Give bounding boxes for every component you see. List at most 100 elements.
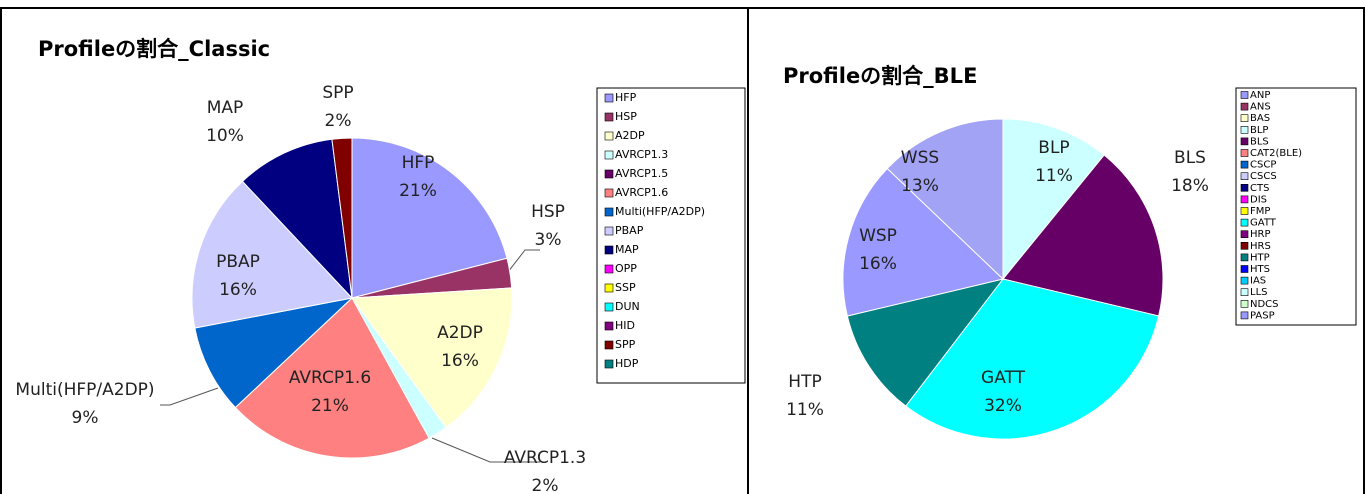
legend-label: NDCS <box>1250 299 1279 310</box>
legend-label: DIS <box>1250 194 1267 205</box>
legend-label: BAS <box>1250 113 1270 124</box>
slice-label: SPP <box>322 83 353 103</box>
legend-label: GATT <box>1250 218 1277 229</box>
legend-label: Multi(HFP/A2DP) <box>615 205 705 218</box>
pie-slice <box>331 137 353 299</box>
slice-value-label: 2% <box>325 111 352 131</box>
pie-slice <box>234 297 430 459</box>
slice-label: Multi(HFP/A2DP) <box>15 380 154 400</box>
legend-swatch <box>604 112 614 122</box>
slice-label: AVRCP1.6 <box>289 368 371 388</box>
pie-slice <box>886 118 1004 281</box>
legend-swatch <box>1240 160 1249 169</box>
legend-swatch <box>1240 195 1249 204</box>
slice-label: GATT <box>981 368 1026 388</box>
legend-label: HSP <box>615 110 637 123</box>
slice-label: HFP <box>402 153 435 173</box>
pie-slice <box>194 297 354 409</box>
legend-label: A2DP <box>615 129 645 142</box>
legend-swatch <box>604 321 614 331</box>
pie-slice <box>241 138 353 300</box>
slice-label: MAP <box>207 98 244 118</box>
legend-swatch <box>604 283 614 293</box>
legend-swatch <box>1240 218 1249 227</box>
legend-label: AVRCP1.6 <box>615 186 668 199</box>
slice-value-label: 21% <box>399 181 437 201</box>
slice-value-label: 9% <box>72 408 99 428</box>
legend-swatch <box>604 93 614 103</box>
legend-label: ANS <box>1250 102 1271 113</box>
slice-label: PBAP <box>216 252 260 272</box>
legend-swatch <box>1240 288 1249 297</box>
slice-label: BLP <box>1038 138 1069 158</box>
legend-label: AVRCP1.5 <box>615 167 668 180</box>
legend-label: HRP <box>1250 229 1271 240</box>
slice-value-label: 3% <box>535 230 562 250</box>
legend-swatch <box>604 131 614 141</box>
legend-swatch <box>1240 102 1249 111</box>
slice-label: A2DP <box>437 323 483 343</box>
slice-value-label: 2% <box>532 476 559 494</box>
slice-label: WSP <box>859 226 897 246</box>
slice-value-label: 16% <box>441 351 479 371</box>
legend-label: AVRCP1.3 <box>615 148 668 161</box>
legend-label: FMP <box>1250 206 1270 217</box>
slice-value-label: 16% <box>859 254 897 274</box>
slice-value-label: 11% <box>1035 166 1073 186</box>
pie-slice <box>846 278 1005 407</box>
legend-swatch <box>1240 91 1249 99</box>
legend-swatch <box>604 302 614 312</box>
legend-box <box>1235 87 1357 326</box>
legend-swatch <box>604 150 614 160</box>
slice-value-label: 13% <box>901 176 939 196</box>
legend-swatch <box>1240 311 1249 320</box>
legend-label: DUN <box>615 300 640 313</box>
legend-box <box>596 87 746 384</box>
legend-swatch <box>1240 149 1249 157</box>
legend-swatch <box>1240 276 1249 285</box>
legend-label: ANP <box>1250 90 1270 101</box>
legend-label: PBAP <box>615 224 644 237</box>
pie-slice <box>1002 154 1164 317</box>
slice-value-label: 21% <box>311 396 349 416</box>
pie-slice <box>905 278 1160 440</box>
legend-label: MAP <box>615 243 639 256</box>
legend-label: LLS <box>1250 287 1268 298</box>
legend-swatch <box>1240 172 1249 180</box>
legend-label: PASP <box>1250 310 1275 321</box>
slice-value-label: 11% <box>786 400 824 420</box>
legend-swatch <box>1240 253 1249 262</box>
legend-swatch <box>1240 230 1249 238</box>
legend-swatch <box>604 169 614 179</box>
legend-swatch <box>604 245 614 255</box>
slice-label: BLS <box>1174 148 1206 168</box>
legend-label: IAS <box>1250 276 1266 287</box>
pie-slice <box>191 180 353 329</box>
legend-swatch <box>1240 265 1249 273</box>
legend-swatch <box>1240 126 1249 134</box>
legend-swatch <box>604 207 614 217</box>
legend-label: BLS <box>1250 136 1269 147</box>
slice-value-label: 10% <box>206 126 244 146</box>
legend-swatch <box>604 340 614 350</box>
pie-slice <box>842 167 1005 317</box>
legend-label: HDP <box>615 357 639 370</box>
legend-swatch <box>1240 114 1249 122</box>
slice-label: AVRCP1.3 <box>504 448 586 468</box>
slice-label: HSP <box>531 202 565 222</box>
leader-lines <box>160 249 540 463</box>
legend-label: HTS <box>1250 264 1270 275</box>
pie-slice <box>351 287 513 429</box>
legend-swatch <box>604 264 614 274</box>
legend-swatch <box>604 188 614 198</box>
legend-swatch <box>1240 137 1249 146</box>
legend-label: BLP <box>1250 125 1268 136</box>
slice-value-label: 16% <box>219 280 257 300</box>
legend-swatch <box>1240 184 1249 192</box>
legend-label: HID <box>615 319 635 332</box>
legend-label: CSCS <box>1250 171 1277 182</box>
slice-value-label: 18% <box>1171 176 1209 196</box>
legend-swatch <box>1240 299 1249 308</box>
legend-label: HTP <box>1250 252 1270 263</box>
